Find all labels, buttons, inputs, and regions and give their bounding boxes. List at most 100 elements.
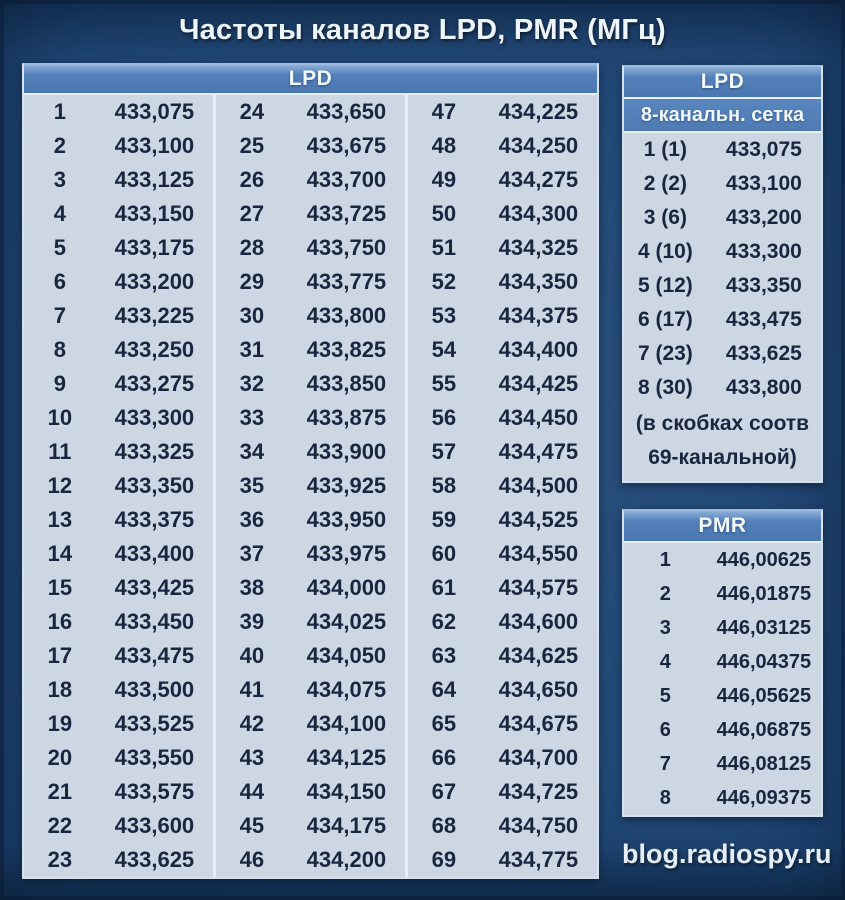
channel-number: 16 <box>47 609 73 634</box>
pmr-table-header: PMR <box>624 511 821 543</box>
channel-row: 7 446,08125 <box>624 747 821 781</box>
channel-number: 5 (12) <box>637 274 693 297</box>
channel-frequency: 433,625 <box>114 847 195 872</box>
channel-number: 33 <box>239 405 265 430</box>
channel-number: 54 <box>431 337 457 362</box>
channel-number: 69 <box>431 847 457 872</box>
channel-frequency: 446,03125 <box>716 617 812 639</box>
channel-row: 20 433,550 <box>24 741 213 775</box>
side-column: LPD 8-канальн. сетка 1 (1) 433,075 2 (2) <box>622 65 832 870</box>
channel-frequency: 433,800 <box>725 376 802 399</box>
channel-frequency: 433,700 <box>306 167 387 192</box>
channel-frequency: 446,09375 <box>716 787 812 809</box>
channel-number: 50 <box>431 201 457 226</box>
channel-frequency: 433,175 <box>114 235 195 260</box>
channel-frequency: 446,00625 <box>716 549 812 571</box>
lpd-8-note-line-1: (в скобках соотв <box>635 412 810 435</box>
channel-row: 36 433,950 <box>216 503 405 537</box>
channel-row: 68 434,750 <box>408 809 597 843</box>
channel-row: 25 433,675 <box>216 129 405 163</box>
channel-number: 14 <box>47 541 73 566</box>
channel-number: 5 <box>659 685 671 707</box>
channel-frequency: 434,325 <box>498 235 579 260</box>
channel-number: 8 <box>659 787 671 809</box>
channel-row: 38 434,000 <box>216 571 405 605</box>
channel-frequency: 434,625 <box>498 643 579 668</box>
channel-row: 7 (23) 433,625 <box>624 337 821 371</box>
channel-row: 3 433,125 <box>24 163 213 197</box>
channel-row: 29 433,775 <box>216 265 405 299</box>
lpd-69-header-label: LPD <box>288 67 333 90</box>
channel-number: 56 <box>431 405 457 430</box>
lpd-8-table-header: LPD <box>624 67 821 99</box>
channel-number: 4 <box>53 201 67 226</box>
channel-frequency: 433,875 <box>306 405 387 430</box>
lpd-channel-column-2: 24 433,650 25 433,675 26 433,700 27 <box>213 95 405 877</box>
channel-row: 7 433,225 <box>24 299 213 333</box>
channel-number: 62 <box>431 609 457 634</box>
channel-frequency: 434,375 <box>498 303 579 328</box>
channel-row: 18 433,500 <box>24 673 213 707</box>
channel-number: 58 <box>431 473 457 498</box>
channel-frequency: 434,450 <box>498 405 579 430</box>
channel-frequency: 433,675 <box>306 133 387 158</box>
channel-row: 1 446,00625 <box>624 543 821 577</box>
channel-row: 1 433,075 <box>24 95 213 129</box>
channel-frequency: 433,775 <box>306 269 387 294</box>
channel-number: 31 <box>239 337 265 362</box>
channel-row: 14 433,400 <box>24 537 213 571</box>
channel-frequency: 433,725 <box>306 201 387 226</box>
channel-frequency: 433,500 <box>114 677 195 702</box>
channel-row: 45 434,175 <box>216 809 405 843</box>
channel-number: 7 <box>659 753 671 775</box>
channel-row: 8 (30) 433,800 <box>624 371 821 405</box>
page-title: Частоты каналов LPD, PMR (МГц) <box>179 13 666 46</box>
channel-number: 39 <box>239 609 265 634</box>
channel-frequency: 433,450 <box>114 609 195 634</box>
channel-number: 67 <box>431 779 457 804</box>
channel-row: 49 434,275 <box>408 163 597 197</box>
channel-row: 3 446,03125 <box>624 611 821 645</box>
channel-number: 49 <box>431 167 457 192</box>
channel-frequency: 446,05625 <box>716 685 812 707</box>
channel-row: 2 446,01875 <box>624 577 821 611</box>
channel-row: 6 433,200 <box>24 265 213 299</box>
channel-number: 22 <box>47 813 73 838</box>
channel-row: 32 433,850 <box>216 367 405 401</box>
channel-frequency: 434,125 <box>306 745 387 770</box>
pmr-header-label: PMR <box>698 514 747 537</box>
channel-frequency: 433,400 <box>114 541 195 566</box>
channel-frequency: 433,475 <box>114 643 195 668</box>
channel-frequency: 433,925 <box>306 473 387 498</box>
channel-frequency: 434,225 <box>498 99 579 124</box>
channel-row: 24 433,650 <box>216 95 405 129</box>
channel-row: 61 434,575 <box>408 571 597 605</box>
channel-number: 57 <box>431 439 457 464</box>
channel-frequency: 433,475 <box>725 308 802 331</box>
channel-row: 52 434,350 <box>408 265 597 299</box>
lpd-69-table: LPD 1 433,075 2 433,100 3 <box>22 63 599 879</box>
channel-number: 3 (6) <box>643 206 687 229</box>
channel-row: 35 433,925 <box>216 469 405 503</box>
channel-row: 57 434,475 <box>408 435 597 469</box>
lpd-channel-column-3: 47 434,225 48 434,250 49 434,275 50 <box>405 95 597 877</box>
channel-frequency: 434,550 <box>498 541 579 566</box>
channel-row: 51 434,325 <box>408 231 597 265</box>
channel-row: 6 (17) 433,475 <box>624 303 821 337</box>
channel-row: 11 433,325 <box>24 435 213 469</box>
channel-number: 24 <box>239 99 265 124</box>
channel-number: 51 <box>431 235 457 260</box>
channel-frequency: 433,275 <box>114 371 195 396</box>
channel-row: 41 434,075 <box>216 673 405 707</box>
lpd-69-table-header: LPD <box>24 65 597 95</box>
channel-frequency: 434,500 <box>498 473 579 498</box>
channel-number: 43 <box>239 745 265 770</box>
channel-number: 30 <box>239 303 265 328</box>
channel-frequency: 434,425 <box>498 371 579 396</box>
channel-frequency: 433,100 <box>114 133 195 158</box>
lpd-8-note: (в скобках соотв 69-канальной) <box>624 405 821 481</box>
lpd-8-header-label: LPD <box>700 70 745 93</box>
channel-number: 5 <box>53 235 67 260</box>
channel-number: 63 <box>431 643 457 668</box>
